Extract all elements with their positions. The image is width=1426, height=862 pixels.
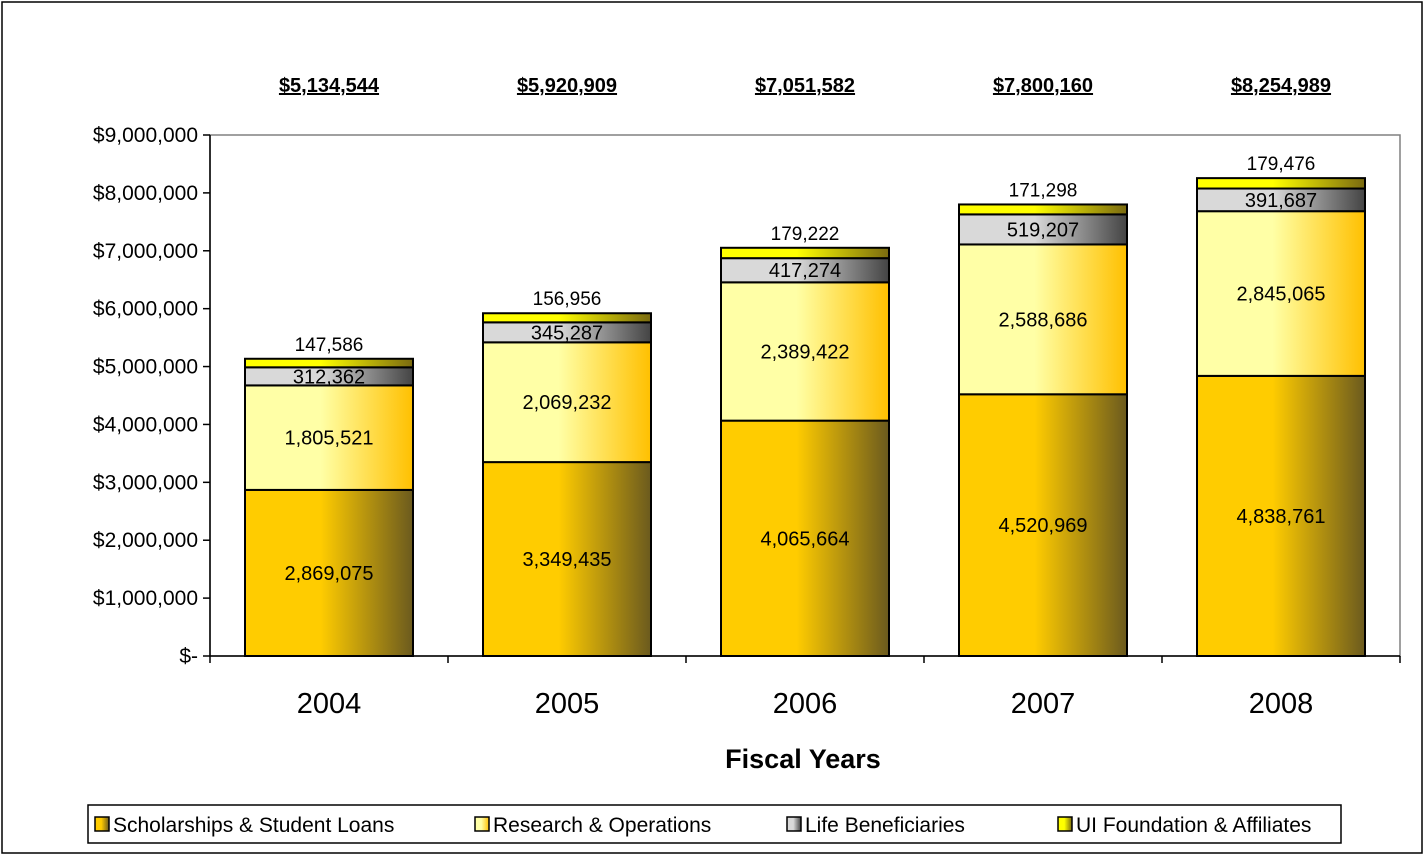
legend: Scholarships & Student Loans Research & O… [87,804,1342,844]
data-label: 171,298 [1009,180,1078,201]
data-label: 2,069,232 [523,392,612,414]
data-label: 4,065,664 [761,528,850,550]
bar-segment [958,393,1128,657]
legend-swatch [94,816,110,832]
data-label: 2,389,422 [761,341,850,363]
bar-segment [958,213,1128,246]
legend-swatch [474,816,490,832]
y-tick-label: $2,000,000 [93,529,198,552]
legend-label: Research & Operations [493,814,711,837]
y-tick-label: $7,000,000 [93,240,198,263]
data-label: 417,274 [769,260,841,282]
x-tick-label: 2005 [535,688,600,720]
bar-segment [1196,210,1366,377]
data-label: 147,586 [295,335,364,356]
legend-label: UI Foundation & Affiliates [1076,814,1311,837]
legend-swatch [1057,816,1073,832]
bar-segment [244,384,414,491]
y-tick-label: $6,000,000 [93,298,198,321]
bar-segment [244,488,414,658]
bar-segment [958,243,1128,396]
total-label: $5,920,909 [517,75,617,97]
legend-label: Scholarships & Student Loans [113,814,394,837]
bar-segment [244,357,414,369]
data-label: 3,349,435 [523,549,612,571]
y-tick-label: $- [179,645,198,668]
bar-segment [958,203,1128,216]
totals-layer: $5,134,544 $5,920,909 $7,051,582 $7,800,160… [279,75,1331,97]
bar-segment [482,341,652,464]
legend-swatch [786,816,802,832]
y-tick-label: $8,000,000 [93,182,198,205]
total-label: $7,800,160 [993,75,1093,97]
legend-box [87,804,1342,844]
data-label: 391,687 [1245,190,1317,212]
y-tick-label: $3,000,000 [93,471,198,494]
bar-segment [1196,177,1366,190]
data-label: 4,838,761 [1237,506,1326,528]
bar-segment [720,281,890,422]
total-label: $8,254,989 [1231,75,1331,97]
x-axis-title: Fiscal Years [725,744,881,774]
data-label: 2,588,686 [999,309,1088,331]
y-tick-label: $4,000,000 [93,413,198,436]
data-label: 4,520,969 [999,515,1088,537]
bar-segment [482,461,652,657]
data-labels-layer: 2,869,075 1,805,521 312,362 147,586 3,349,43… [285,154,1326,585]
data-label: 179,222 [771,224,840,245]
y-tick-label: $9,000,000 [93,124,198,147]
data-label: 2,845,065 [1237,284,1326,306]
x-tick-label: 2004 [297,688,362,720]
data-label: 156,956 [533,289,602,310]
x-tick-label: 2008 [1249,688,1314,720]
total-label: $7,051,582 [755,75,855,97]
bars-layer [244,177,1366,658]
data-label: 519,207 [1007,219,1079,241]
total-label: $5,134,544 [279,75,380,97]
legend-label: Life Beneficiaries [805,814,965,837]
data-label: 179,476 [1247,154,1316,175]
data-label: 345,287 [531,322,603,344]
data-label: 312,362 [293,366,365,388]
data-label: 2,869,075 [285,563,374,585]
bar-segment [482,312,652,324]
x-tick-label: 2006 [773,688,838,720]
bar-segment [720,246,890,260]
x-tick-label: 2007 [1011,688,1076,720]
y-tick-label: $1,000,000 [93,587,198,610]
y-tick-label: $5,000,000 [93,356,198,379]
bar-segment [720,419,890,657]
data-label: 1,805,521 [285,428,374,450]
